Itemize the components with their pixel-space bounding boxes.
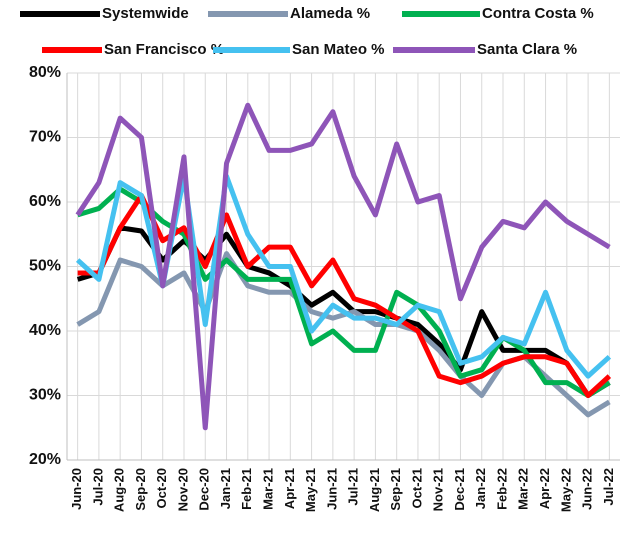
y-tick-label: 40% <box>29 322 61 339</box>
x-tick-label: Feb-22 <box>494 468 509 510</box>
x-tick-label: May-22 <box>558 468 573 512</box>
x-tick-label: Jan-21 <box>218 468 233 509</box>
x-tick-label: Jul-22 <box>601 468 616 506</box>
x-tick-label: Jun-20 <box>69 468 84 510</box>
x-tick-label: Oct-20 <box>154 468 169 508</box>
y-tick-label: 50% <box>29 258 61 275</box>
legend-label: Systemwide <box>102 5 189 22</box>
y-tick-label: 30% <box>29 387 61 404</box>
series-line <box>77 193 612 398</box>
y-tick-label: 80% <box>29 64 61 81</box>
y-tick-label: 70% <box>29 129 61 146</box>
x-tick-label: Aug-21 <box>367 468 382 512</box>
x-tick-label: Oct-21 <box>409 468 424 508</box>
legend-label: Contra Costa % <box>482 5 594 22</box>
y-tick-label: 20% <box>29 451 61 468</box>
legend-label: Santa Clara % <box>477 41 577 58</box>
x-tick-label: Jun-21 <box>324 468 339 510</box>
x-tick-label: Mar-21 <box>260 468 275 510</box>
legend-label: San Mateo % <box>292 41 385 58</box>
legend-label: San Francisco % <box>104 41 224 58</box>
x-tick-label: Jan-22 <box>473 468 488 509</box>
x-tick-label: Apr-21 <box>282 468 297 509</box>
series-line <box>75 102 611 431</box>
x-tick-label: Dec-20 <box>197 468 212 511</box>
x-tick-label: Sep-20 <box>133 468 148 511</box>
x-tick-label: May-21 <box>303 468 318 512</box>
x-tick-label: Jul-21 <box>346 468 361 506</box>
legend-label: Alameda % <box>290 5 370 22</box>
x-tick-label: Nov-20 <box>175 468 190 511</box>
x-tick-label: Jul-20 <box>90 468 105 506</box>
x-tick-label: Feb-21 <box>239 468 254 510</box>
series-line <box>76 186 611 398</box>
x-tick-label: Dec-21 <box>452 468 467 511</box>
x-tick-label: Aug-20 <box>112 468 127 512</box>
x-tick-label: Mar-22 <box>516 468 531 510</box>
x-tick-label: Sep-21 <box>388 468 403 511</box>
x-tick-label: Nov-21 <box>431 468 446 511</box>
x-tick-label: Jun-22 <box>580 468 595 510</box>
y-tick-label: 60% <box>29 193 61 210</box>
x-tick-label: Apr-22 <box>537 468 552 509</box>
